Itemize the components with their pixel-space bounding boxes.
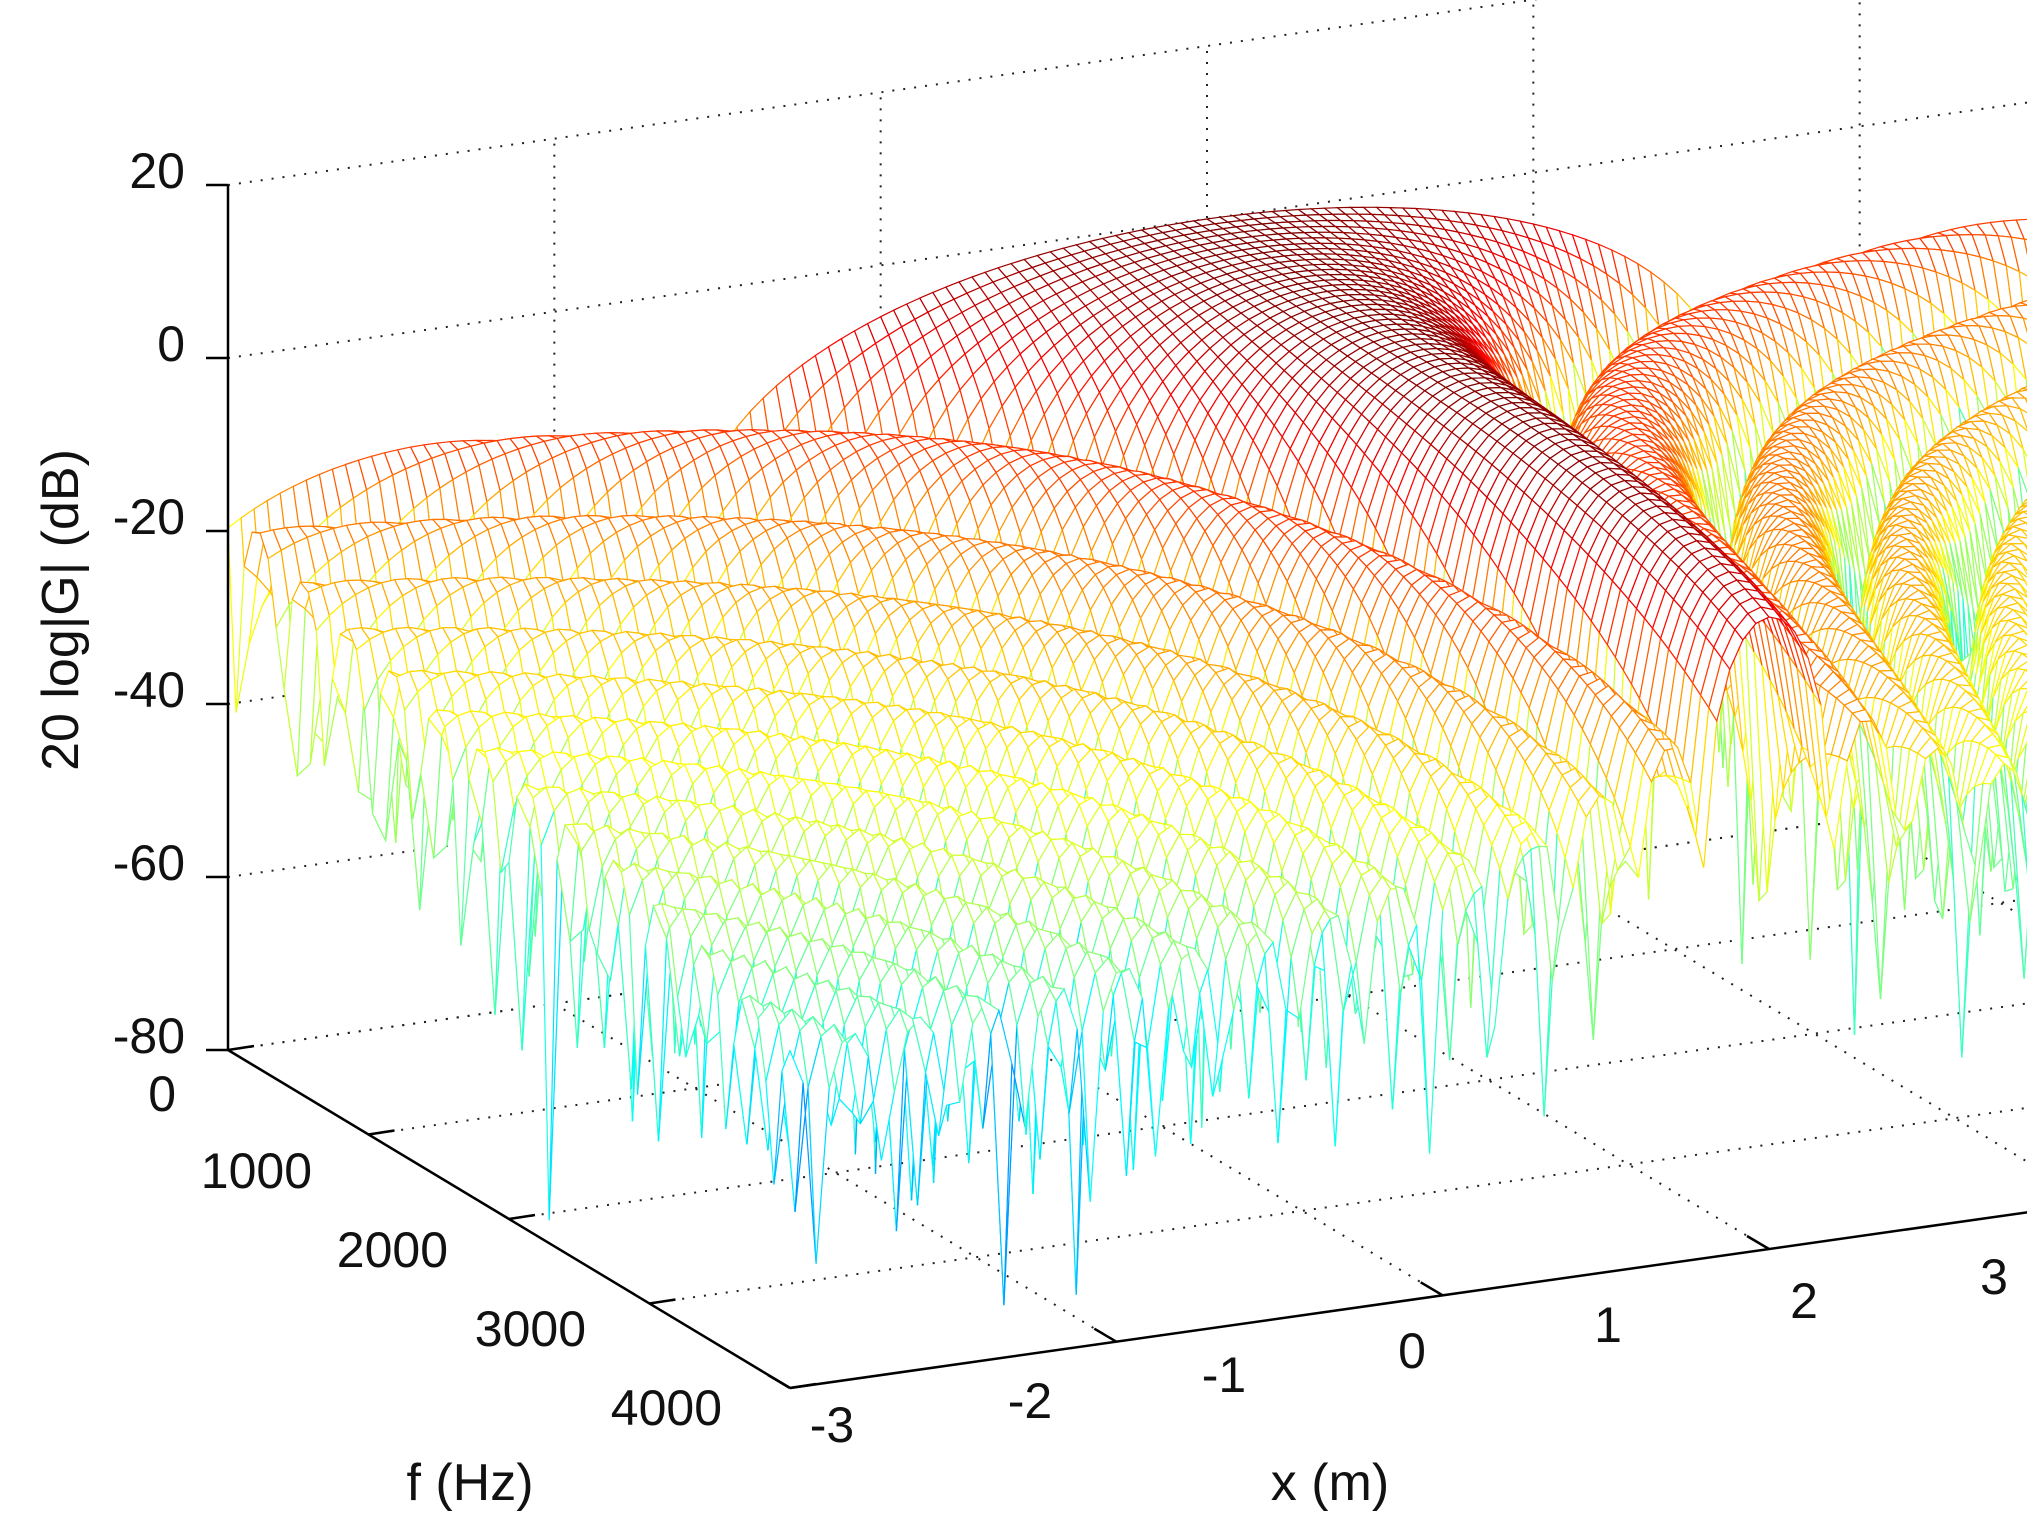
surface-cell (2010, 236, 2027, 277)
surface-cell (2015, 218, 2027, 241)
surface-cell (2022, 317, 2027, 334)
surface-mesh (227, 206, 2027, 1306)
surface-cell (2014, 304, 2027, 320)
surface-cell (2018, 300, 2027, 306)
surface-cell (2023, 238, 2027, 256)
grid-line (227, 0, 1539, 186)
surface-cell (2009, 315, 2027, 345)
